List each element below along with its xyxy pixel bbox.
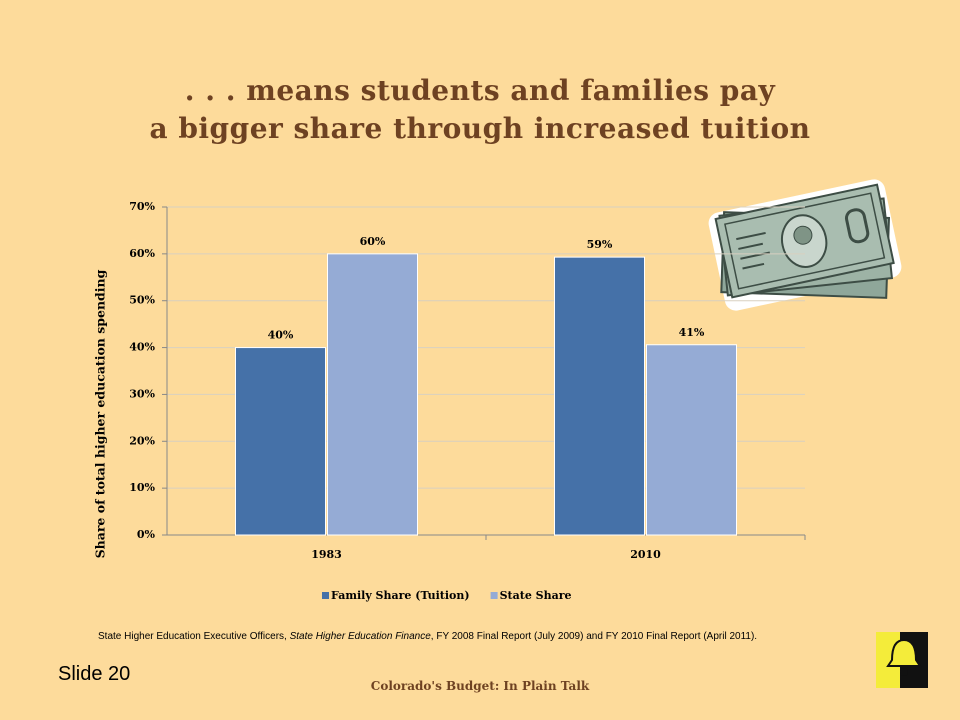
x-tick-label: 1983 [311, 548, 342, 561]
data-label: 59% [587, 238, 613, 251]
source-title: State Higher Education Finance [289, 631, 431, 642]
y-tick-label: 50% [129, 294, 155, 307]
y-tick-label: 40% [129, 341, 155, 354]
legend-label: Family Share (Tuition) [331, 589, 470, 602]
source-text: State Higher Education Executive Officer… [98, 631, 290, 642]
legend-label: State Share [500, 589, 572, 602]
bell-logo [876, 632, 928, 688]
slide-title: . . . means students and families pay a … [0, 72, 960, 148]
bar [327, 253, 418, 536]
legend-swatch [490, 592, 498, 599]
y-tick-label: 20% [129, 434, 155, 447]
money-illustration [708, 179, 902, 311]
data-label: 41% [679, 326, 705, 339]
source-text: , FY 2008 Final Report (July 2009) and F… [430, 631, 758, 642]
title-line: a bigger share through increased tuition [149, 112, 811, 145]
bar [554, 256, 645, 536]
y-tick-label: 10% [129, 481, 155, 494]
y-tick-label: 30% [129, 387, 155, 400]
y-tick-label: 0% [137, 528, 156, 541]
source-note: State Higher Education Executive Officer… [98, 629, 838, 645]
x-tick-label: 2010 [630, 548, 661, 561]
data-label: 40% [268, 329, 294, 342]
footer: Colorado's Budget: In Plain Talk [370, 679, 590, 693]
bar [646, 344, 737, 536]
slide-number: Slide 20 [58, 663, 131, 685]
y-axis-title: Share of total higher education spending [93, 269, 108, 558]
data-label: 60% [360, 235, 386, 248]
legend-swatch [322, 592, 329, 599]
y-tick-label: 60% [129, 247, 155, 260]
bar [235, 347, 326, 536]
title-line: . . . means students and families pay [184, 74, 776, 107]
y-tick-label: 70% [129, 200, 155, 213]
